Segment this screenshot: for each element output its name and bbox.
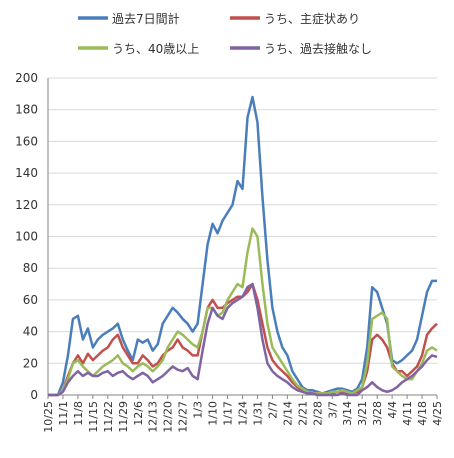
y-tick-label: 80 <box>23 261 38 275</box>
x-tick-label: 12/6 <box>132 401 145 426</box>
y-tick-label: 0 <box>30 388 38 402</box>
x-tick-label: 2/21 <box>296 401 309 426</box>
x-tick-label: 11/15 <box>87 401 100 433</box>
y-tick-label: 20 <box>23 356 38 370</box>
x-tick-label: 1/24 <box>237 401 250 426</box>
x-tick-label: 4/11 <box>401 401 414 426</box>
legend-label: 過去7日間計 <box>112 11 180 26</box>
y-tick-label: 120 <box>15 198 38 212</box>
y-tick-label: 200 <box>15 71 38 85</box>
x-tick-label: 2/14 <box>281 401 294 426</box>
x-tick-label: 2/28 <box>311 401 324 426</box>
x-tick-label: 4/4 <box>386 401 399 419</box>
x-tick-label: 1/17 <box>222 401 235 426</box>
x-tick-label: 2/7 <box>266 401 279 419</box>
y-tick-label: 180 <box>15 103 38 117</box>
x-tick-label: 1/3 <box>192 401 205 419</box>
x-tick-label: 1/31 <box>251 401 264 426</box>
legend-label: うち、40歳以上 <box>112 42 199 56</box>
x-tick-label: 3/28 <box>371 401 384 426</box>
x-tick-label: 4/25 <box>431 401 444 426</box>
x-tick-label: 1/10 <box>207 401 220 426</box>
y-tick-label: 160 <box>15 134 38 148</box>
x-tick-label: 12/20 <box>162 401 175 433</box>
x-tick-label: 11/29 <box>117 401 130 433</box>
y-tick-label: 140 <box>15 166 38 180</box>
x-tick-label: 11/22 <box>102 401 115 433</box>
y-tick-label: 60 <box>23 293 38 307</box>
y-tick-label: 40 <box>23 325 38 339</box>
x-tick-label: 3/7 <box>326 401 339 419</box>
legend-label: うち、主症状あり <box>264 11 360 26</box>
x-tick-label: 12/13 <box>147 401 160 433</box>
x-tick-label: 4/18 <box>416 401 429 426</box>
x-tick-label: 3/21 <box>356 401 369 426</box>
x-tick-label: 12/27 <box>177 401 190 433</box>
legend-label: うち、過去接触なし <box>264 41 372 56</box>
x-tick-label: 10/25 <box>42 401 55 433</box>
x-tick-label: 3/14 <box>341 401 354 426</box>
x-tick-label: 11/8 <box>72 401 85 426</box>
x-tick-label: 11/1 <box>57 401 70 426</box>
y-tick-label: 100 <box>15 230 38 244</box>
series-line <box>48 95 437 397</box>
series-line <box>48 227 438 397</box>
series-line <box>48 282 438 397</box>
